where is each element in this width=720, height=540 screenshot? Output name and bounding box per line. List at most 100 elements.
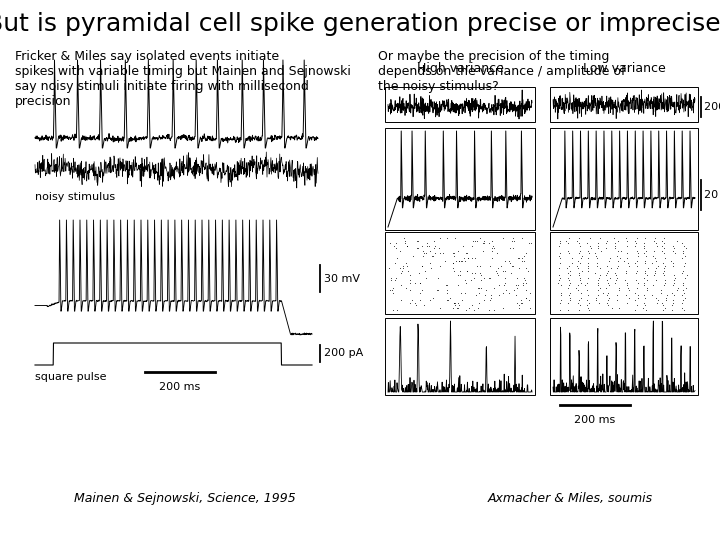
Point [447,264,459,272]
Point [450,256,462,265]
Point [431,286,443,295]
Point [492,264,503,272]
Point [564,276,575,285]
Point [667,301,678,309]
Point [508,286,520,295]
Point [566,259,577,267]
Point [467,269,478,278]
Point [383,264,395,272]
Point [517,279,528,287]
Point [395,296,407,305]
Point [401,261,413,270]
Point [415,288,426,297]
Point [479,239,490,248]
Point [447,259,459,267]
Point [452,271,464,280]
Point [562,274,574,282]
Point [679,293,690,302]
Point [523,239,535,248]
Point [492,271,503,280]
Point [504,256,516,265]
Point [603,279,614,287]
Point [572,261,583,270]
Point [582,266,594,275]
Point [437,249,449,258]
Point [632,291,644,300]
Point [629,259,641,267]
Point [424,259,436,267]
Point [660,276,671,285]
Point [572,281,583,289]
Point [647,281,659,289]
Point [611,274,622,282]
Point [604,254,616,262]
Point [555,281,567,289]
Point [516,234,527,243]
Point [511,274,523,282]
Point [621,298,633,307]
Point [525,303,536,312]
Point [504,244,516,253]
Point [460,306,472,314]
Point [660,303,671,312]
Point [677,279,688,287]
Point [657,259,669,267]
Point [453,256,464,265]
Point [441,288,453,297]
Point [485,274,496,282]
Point [590,252,602,260]
Point [575,301,586,309]
Point [668,291,680,300]
Point [575,259,586,267]
Point [611,264,623,272]
Point [474,261,485,270]
Point [441,234,453,243]
Point [621,249,633,258]
Point [638,279,649,287]
Point [472,284,483,292]
Point [594,284,606,292]
Point [659,281,670,289]
Point [640,246,652,255]
Point [556,288,567,297]
Point [467,301,478,309]
Point [456,288,467,297]
Point [518,252,529,260]
Point [396,266,408,275]
Point [462,254,474,262]
Point [414,279,426,287]
Point [630,269,642,278]
Point [678,286,689,295]
Point [483,239,495,248]
Point [522,266,534,275]
Point [400,259,411,267]
Point [441,281,452,289]
Point [631,301,643,309]
Point [648,237,660,245]
Point [419,266,431,275]
Point [466,241,477,250]
Point [485,261,496,270]
Point [513,254,525,262]
Point [401,241,413,250]
Point [468,306,480,314]
Point [467,254,478,262]
Point [621,254,633,262]
Point [681,271,693,280]
Point [676,291,688,300]
Bar [385,232,535,314]
Point [621,281,633,289]
Point [468,274,480,282]
Point [583,298,595,307]
Point [420,274,431,282]
Point [622,259,634,267]
Point [679,274,690,282]
Point [553,252,564,260]
Point [432,274,444,282]
Point [652,261,664,270]
Point [600,239,612,248]
Point [650,239,662,248]
Point [474,288,485,297]
Point [411,244,423,253]
Point [608,234,620,243]
